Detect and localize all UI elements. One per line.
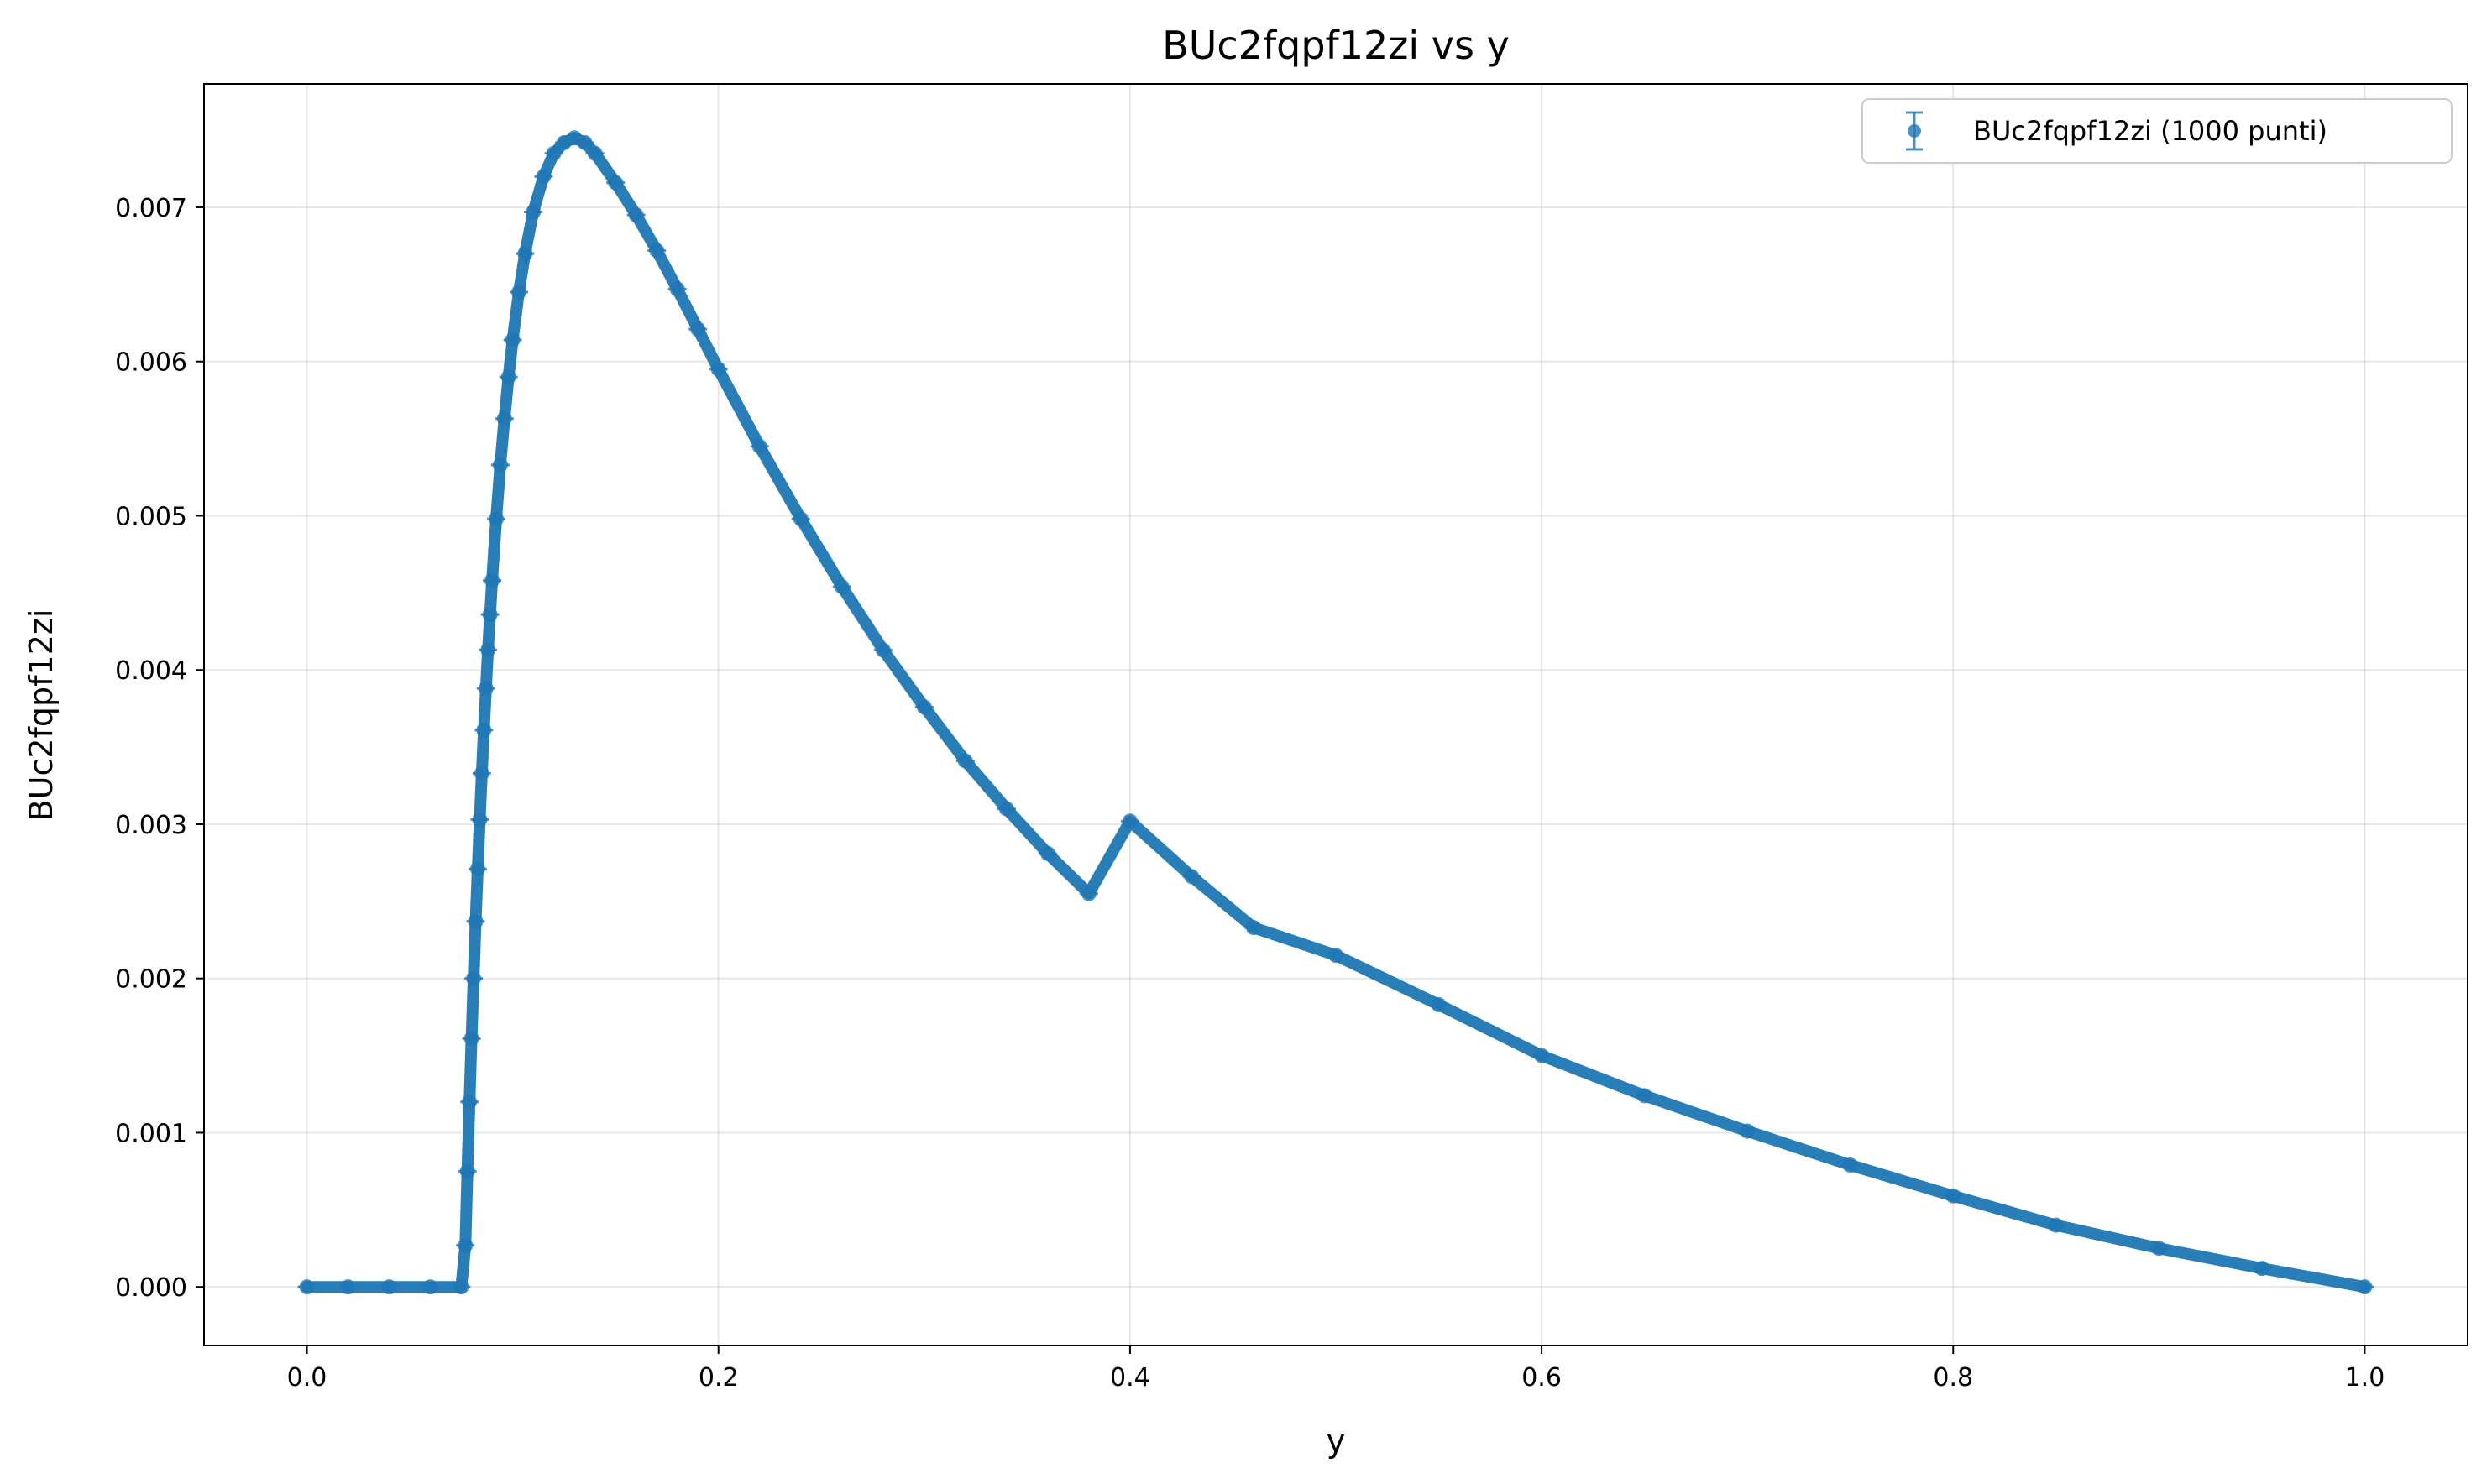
data-point <box>466 970 482 986</box>
data-point <box>463 1031 479 1047</box>
chart-title: BUc2fqpf12zi vs y <box>1162 23 1510 68</box>
data-point <box>587 145 603 161</box>
data-series <box>297 130 2374 1295</box>
data-point <box>469 861 485 877</box>
data-point <box>957 753 973 769</box>
data-point <box>1039 845 1055 861</box>
y-tick-label: 0.003 <box>115 811 187 840</box>
data-point <box>480 642 496 658</box>
data-point <box>649 243 665 259</box>
data-point <box>1534 1048 1550 1063</box>
data-point <box>478 681 494 697</box>
data-point <box>1431 996 1447 1012</box>
data-point <box>2048 1217 2064 1233</box>
data-point <box>1740 1123 1756 1139</box>
y-tick-label: 0.000 <box>115 1273 187 1303</box>
data-point <box>834 578 850 594</box>
x-tick-label: 0.4 <box>1110 1363 1150 1393</box>
data-point <box>690 321 706 337</box>
y-axis: 0.000 0.001 0.002 0.003 0.004 0.005 0.006 0.007 <box>115 194 204 1303</box>
data-point <box>1636 1088 1652 1104</box>
data-point <box>608 175 624 191</box>
data-point <box>2254 1261 2270 1277</box>
data-point <box>669 281 685 297</box>
data-point <box>472 812 488 828</box>
y-tick-label: 0.004 <box>115 656 187 686</box>
y-tick-label: 0.001 <box>115 1119 187 1148</box>
data-point <box>500 369 516 385</box>
x-tick-label: 0.2 <box>699 1363 739 1393</box>
data-point <box>536 169 552 185</box>
legend-marker <box>1908 124 1921 138</box>
data-point <box>505 332 521 348</box>
data-point <box>482 607 498 623</box>
y-tick-label: 0.007 <box>115 194 187 223</box>
y-tick-label: 0.002 <box>115 965 187 995</box>
data-point <box>577 134 593 150</box>
data-point <box>793 511 809 527</box>
x-tick-label: 1.0 <box>2345 1363 2385 1393</box>
legend-box <box>1861 98 2453 164</box>
x-tick-label: 0.6 <box>1521 1363 1562 1393</box>
data-point <box>474 766 490 781</box>
data-point <box>517 246 533 262</box>
data-point <box>998 801 1014 817</box>
data-point <box>710 361 726 377</box>
data-point <box>381 1279 397 1295</box>
data-point <box>484 572 500 588</box>
data-point <box>299 1279 315 1295</box>
data-point <box>875 642 891 658</box>
data-point <box>340 1279 356 1295</box>
y-tick-label: 0.006 <box>115 348 187 378</box>
data-point <box>1081 886 1097 901</box>
x-axis-label: y <box>1327 1423 1346 1460</box>
data-point <box>459 1163 475 1179</box>
data-point <box>1945 1188 1961 1204</box>
x-tick-label: 0.0 <box>287 1363 327 1393</box>
grid <box>204 84 2468 1346</box>
data-point <box>492 457 508 473</box>
plot-frame <box>203 83 2468 1346</box>
legend-label: BUc2fqpf12zi (1000 punti) <box>1973 115 2327 147</box>
data-point <box>1328 948 1343 964</box>
data-point <box>458 1237 474 1253</box>
data-point <box>1245 920 1261 936</box>
data-point <box>489 511 505 527</box>
data-point <box>2357 1279 2373 1295</box>
data-point <box>1842 1157 1858 1173</box>
data-point <box>1184 869 1200 885</box>
data-point <box>751 438 767 454</box>
y-axis-label: BUc2fqpf12zi <box>23 609 60 822</box>
data-point <box>496 410 512 426</box>
data-point <box>422 1279 438 1295</box>
data-point <box>476 722 492 738</box>
data-point <box>468 913 484 929</box>
x-tick-label: 0.8 <box>1933 1363 1973 1393</box>
data-point <box>1122 813 1138 829</box>
data-point <box>628 207 644 223</box>
data-point <box>453 1279 469 1295</box>
data-point <box>462 1094 478 1110</box>
data-point <box>546 145 562 161</box>
data-point <box>510 285 526 300</box>
y-tick-label: 0.005 <box>115 502 187 531</box>
data-point <box>916 699 932 715</box>
legend: BUc2fqpf12zi (1000 punti) <box>1861 98 2453 164</box>
data-point <box>526 204 542 220</box>
data-point <box>2151 1241 2167 1257</box>
x-axis: 0.0 0.2 0.4 0.6 0.8 1.0 <box>287 1346 2385 1393</box>
